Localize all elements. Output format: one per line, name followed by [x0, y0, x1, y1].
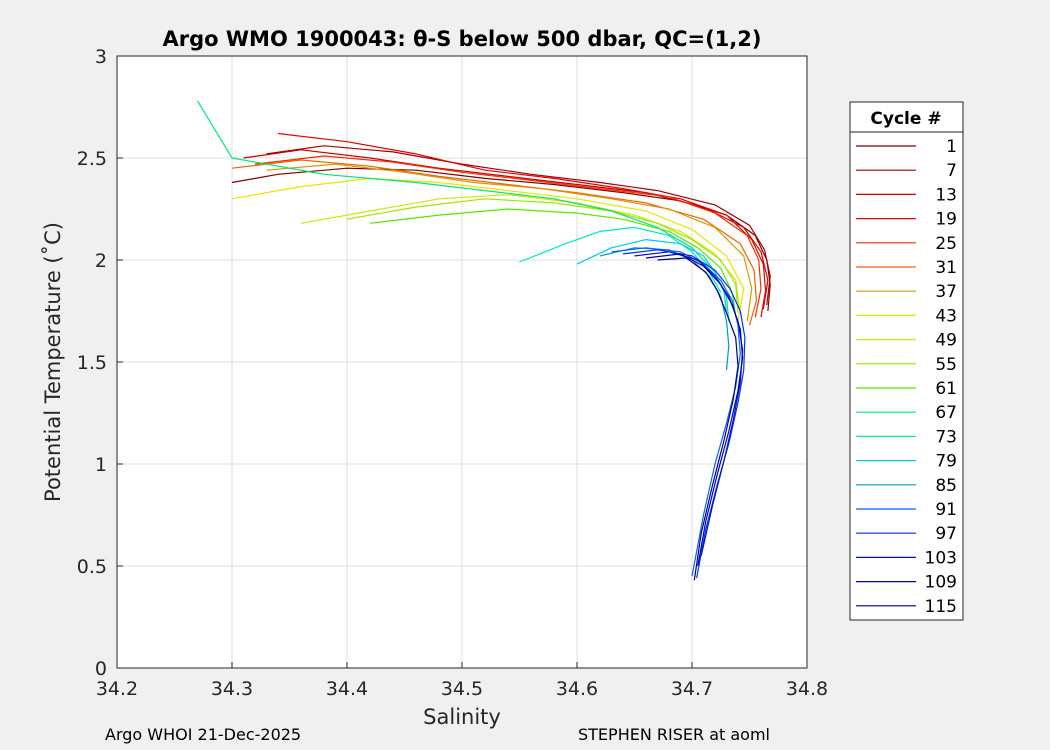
y-tick-label: 3 — [95, 46, 107, 68]
series-line-cycle-43 — [231, 177, 745, 322]
legend-entries: 1 7 13 19 25 31 37 43 49 55 61 67 73 79 85 91 97 103 109 11… — [856, 137, 957, 617]
series-line-cycle-31 — [231, 159, 758, 326]
x-tick-label: 34.3 — [211, 678, 253, 700]
y-tick-label: 0.5 — [77, 556, 107, 578]
footer-credit-right: STEPHEN RISER at aoml — [578, 725, 770, 744]
x-tick-label: 34.8 — [786, 678, 828, 700]
x-tick-label: 34.6 — [556, 678, 598, 700]
legend-label: 31 — [935, 258, 957, 278]
legend-label: 103 — [925, 548, 957, 568]
x-tick-label: 34.7 — [671, 678, 713, 700]
legend-label: 79 — [935, 452, 957, 472]
y-axis-ticks: 0 0.5 1 1.5 2 2.5 3 — [77, 46, 123, 680]
y-tick-label: 1.5 — [77, 352, 107, 374]
legend-label: 115 — [925, 597, 957, 617]
y-tick-label: 2.5 — [77, 148, 107, 170]
legend-label: 109 — [925, 573, 957, 593]
legend-label: 49 — [935, 331, 957, 351]
series-line-cycle-19 — [277, 132, 767, 318]
legend: Cycle # 1 7 13 19 25 31 37 43 49 55 61 67 73 79 85 91 97… — [849, 101, 964, 621]
series-line-cycle-97 — [622, 249, 746, 579]
legend-label: 85 — [935, 476, 957, 496]
series-line-cycle-79 — [576, 239, 728, 314]
series-line-cycle-61 — [369, 208, 737, 318]
x-tick-label: 34.2 — [96, 678, 138, 700]
legend-label: 61 — [935, 379, 957, 399]
series-line-cycle-25 — [254, 155, 762, 318]
legend-label: 7 — [946, 161, 957, 181]
legend-label: 73 — [935, 427, 957, 447]
legend-label: 55 — [935, 355, 957, 375]
chart-title: Argo WMO 1900043: θ-S below 500 dbar, QC… — [163, 27, 762, 51]
x-tick-label: 34.4 — [326, 678, 368, 700]
y-axis-label: Potential Temperature (˚C) — [41, 222, 65, 502]
y-tick-label: 1 — [95, 454, 107, 476]
legend-label: 1 — [946, 137, 957, 157]
x-axis-ticks: 34.2 34.3 34.4 34.5 34.6 34.7 34.8 — [96, 662, 828, 700]
series-line-cycle-91 — [611, 247, 741, 577]
x-axis-label: Salinity — [423, 705, 501, 729]
footer-credit-left: Argo WHOI 21-Dec-2025 — [105, 725, 302, 744]
x-tick-label: 34.5 — [441, 678, 483, 700]
legend-label: 13 — [935, 185, 957, 205]
series-line-cycle-37 — [266, 163, 753, 322]
series-line-cycle-13 — [243, 149, 769, 310]
legend-label: 43 — [935, 306, 957, 326]
legend-label: 67 — [935, 403, 957, 423]
legend-label: 91 — [935, 500, 957, 520]
y-tick-label: 0 — [95, 658, 107, 680]
data-series — [196, 100, 771, 581]
legend-label: 37 — [935, 282, 957, 302]
series-line-cycle-109 — [645, 253, 744, 567]
y-tick-label: 2 — [95, 250, 107, 272]
series-line-cycle-7 — [266, 145, 771, 305]
series-line-cycle-55 — [346, 198, 739, 314]
legend-label: 19 — [935, 210, 957, 230]
series-line-cycle-115 — [657, 257, 739, 581]
legend-title: Cycle # — [870, 109, 941, 129]
series-line-cycle-85 — [599, 247, 730, 371]
legend-label: 25 — [935, 234, 957, 254]
legend-label: 97 — [935, 524, 957, 544]
